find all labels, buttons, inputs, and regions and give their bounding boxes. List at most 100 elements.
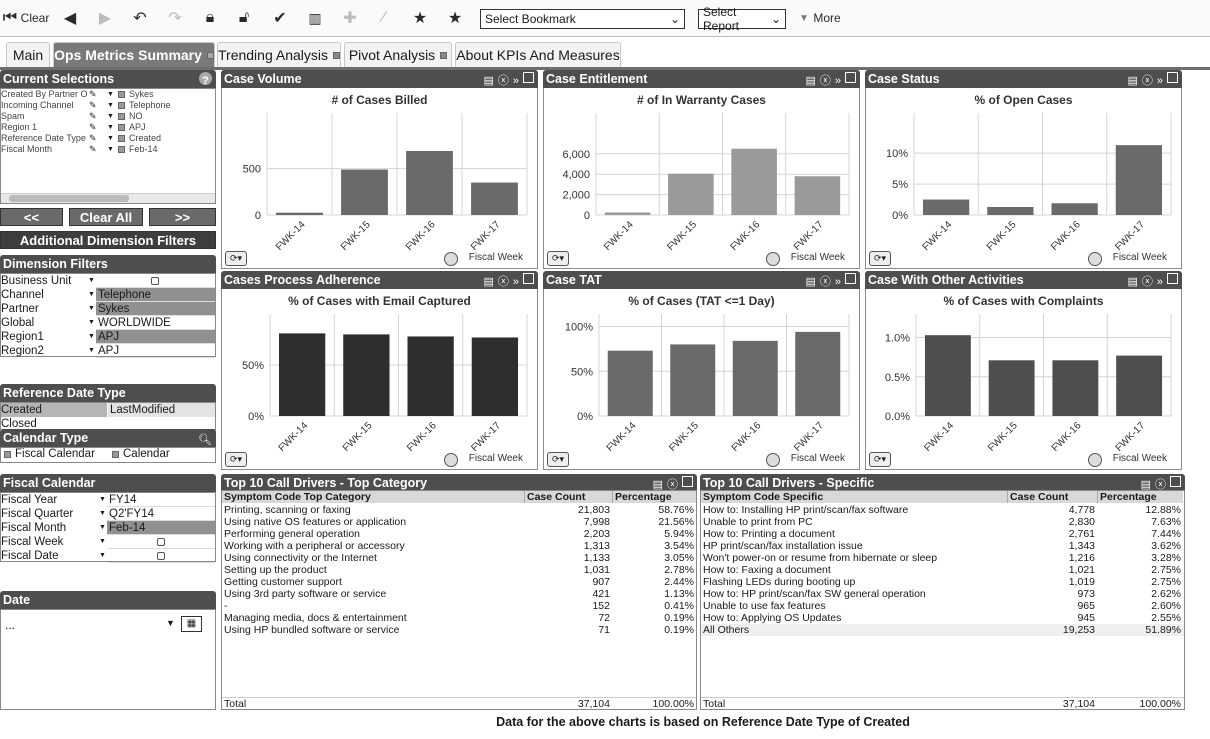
- checkbox[interactable]: [157, 552, 165, 560]
- filter-value[interactable]: WORLDWIDE: [96, 316, 215, 330]
- tab-about-kpis[interactable]: About KPIs And Measures: [455, 42, 621, 67]
- chevron-down-icon[interactable]: ▼: [107, 113, 114, 120]
- table-row[interactable]: Performing general operation 2,203 5.94%: [222, 528, 696, 540]
- more-arrow-icon[interactable]: ▼: [799, 12, 809, 24]
- more-button[interactable]: More: [813, 11, 841, 25]
- chart-type-toggle-icon[interactable]: ⟳▾: [869, 251, 891, 266]
- table-row[interactable]: Using 3rd party software or service 421 1.…: [222, 588, 696, 600]
- table-row[interactable]: Getting customer support 907 2.44%: [222, 576, 696, 588]
- table-row[interactable]: Working with a peripheral or accessory 1,…: [222, 540, 696, 552]
- chevron-down-icon[interactable]: ▼: [107, 146, 114, 153]
- table-row[interactable]: Unable to print from PC 2,830 7.63%: [701, 516, 1184, 528]
- filter-row[interactable]: Partner ▼ Sykes: [1, 302, 215, 316]
- eraser-icon[interactable]: ✎: [89, 89, 97, 99]
- help-icon[interactable]: ?: [199, 72, 212, 87]
- filter-row[interactable]: Region1 ▼ APJ: [1, 330, 215, 344]
- filter-value[interactable]: [96, 274, 215, 288]
- lock-icon[interactable]: 🔒︎: [205, 9, 215, 26]
- column-header[interactable]: Case Count: [524, 491, 612, 503]
- calendar-type-option[interactable]: Fiscal Calendar: [15, 448, 95, 460]
- column-header[interactable]: Percentage: [1097, 491, 1183, 503]
- calendar-type-option[interactable]: Calendar: [123, 448, 170, 460]
- bar[interactable]: [794, 176, 841, 215]
- fiscal-row[interactable]: Fiscal Month ▼ Feb-14: [1, 521, 215, 535]
- bar[interactable]: [922, 199, 970, 215]
- filter-row[interactable]: Global ▼ WORLDWIDE: [1, 316, 215, 330]
- filter-value[interactable]: APJ: [96, 330, 215, 344]
- expand-icon[interactable]: »: [1156, 75, 1163, 87]
- bar[interactable]: [604, 212, 651, 215]
- fiscal-value[interactable]: [107, 535, 215, 549]
- bar[interactable]: [987, 206, 1034, 215]
- print-icon[interactable]: ▤: [483, 276, 494, 288]
- table-row[interactable]: How to: Installing HP print/scan/fax sof…: [701, 504, 1184, 516]
- maximize-icon[interactable]: [1167, 273, 1178, 284]
- column-header[interactable]: Percentage: [612, 491, 696, 503]
- maximize-icon[interactable]: [1167, 72, 1178, 83]
- forward-icon[interactable]: ▶: [98, 10, 112, 27]
- bar[interactable]: [276, 212, 323, 215]
- filter-value[interactable]: Telephone: [96, 288, 215, 302]
- filter-row[interactable]: Business Unit ▼: [1, 274, 215, 288]
- maximize-icon[interactable]: [845, 72, 856, 83]
- print-icon[interactable]: ▤: [1127, 276, 1138, 288]
- filter-value[interactable]: APJ: [96, 344, 215, 358]
- maximize-icon[interactable]: [523, 273, 534, 284]
- next-button[interactable]: >>: [149, 208, 216, 226]
- clear-all-button[interactable]: Clear All: [69, 208, 143, 226]
- chart-type-toggle-icon[interactable]: ⟳▾: [225, 251, 247, 266]
- expand-icon[interactable]: »: [1156, 276, 1163, 288]
- bar[interactable]: [670, 344, 716, 416]
- table-row[interactable]: How to: Printing a document 2,761 7.44%: [701, 528, 1184, 540]
- eraser-icon[interactable]: ✎: [89, 100, 97, 110]
- reference-date-option[interactable]: LastModified: [108, 403, 215, 417]
- excel-icon[interactable]: ⓧ: [497, 276, 509, 288]
- tab-pivot-analysis[interactable]: Pivot Analysis: [344, 42, 452, 67]
- chart-type-toggle-icon[interactable]: ⟳▾: [869, 452, 891, 467]
- print-icon[interactable]: ▤: [1140, 479, 1151, 491]
- bar[interactable]: [795, 331, 841, 416]
- fiscal-value[interactable]: Feb-14: [107, 521, 215, 535]
- refresh-icon[interactable]: [1088, 252, 1102, 266]
- chevron-down-icon[interactable]: ▼: [99, 552, 106, 559]
- expand-icon[interactable]: »: [834, 75, 841, 87]
- chevron-down-icon[interactable]: ▼: [88, 347, 95, 354]
- bar[interactable]: [1116, 355, 1163, 416]
- excel-icon[interactable]: ⓧ: [1155, 479, 1166, 491]
- eraser-icon[interactable]: ✎: [89, 122, 97, 132]
- excel-icon[interactable]: ⓧ: [1141, 75, 1153, 87]
- column-header[interactable]: Case Count: [1007, 491, 1097, 503]
- eraser-icon[interactable]: ✎: [89, 144, 97, 154]
- calendar-icon[interactable]: ▦: [181, 616, 202, 632]
- filter-row[interactable]: Channel ▼ Telephone: [1, 288, 215, 302]
- maximize-icon[interactable]: [682, 476, 693, 487]
- bar[interactable]: [731, 148, 777, 215]
- redo-icon[interactable]: ↷: [168, 10, 182, 27]
- filter-row[interactable]: Region2 ▼ APJ: [1, 344, 215, 358]
- maximize-icon[interactable]: [523, 72, 534, 83]
- search-icon[interactable]: 🔍︎: [198, 434, 212, 446]
- chevron-down-icon[interactable]: ▼: [107, 102, 114, 109]
- filter-value[interactable]: Sykes: [96, 302, 215, 316]
- excel-icon[interactable]: ⓧ: [667, 479, 678, 491]
- expand-icon[interactable]: »: [512, 75, 519, 87]
- checkbox[interactable]: [151, 277, 159, 285]
- reference-date-option[interactable]: Created: [1, 403, 107, 417]
- chevron-down-icon[interactable]: ▼: [99, 538, 106, 545]
- check-icon[interactable]: ✔: [273, 10, 287, 27]
- chart-type-toggle-icon[interactable]: ⟳▾: [225, 452, 247, 467]
- bar[interactable]: [1052, 360, 1099, 416]
- chevron-down-icon[interactable]: ▼: [107, 135, 114, 142]
- print-icon[interactable]: ▤: [652, 479, 663, 491]
- checkbox[interactable]: [157, 538, 165, 546]
- table-row[interactable]: Printing, scanning or faxing 21,803 58.76%: [222, 504, 696, 516]
- excel-icon[interactable]: ⓧ: [497, 75, 509, 87]
- table-row[interactable]: - 152 0.41%: [222, 600, 696, 612]
- fiscal-value[interactable]: [107, 549, 215, 563]
- chevron-down-icon[interactable]: ▼: [99, 524, 106, 531]
- chevron-down-icon[interactable]: ▼: [88, 333, 95, 340]
- chevron-down-icon[interactable]: ▼: [88, 305, 95, 312]
- excel-icon[interactable]: ⓧ: [819, 276, 831, 288]
- table-row[interactable]: Setting up the product 1,031 2.78%: [222, 564, 696, 576]
- refresh-icon[interactable]: [766, 453, 780, 467]
